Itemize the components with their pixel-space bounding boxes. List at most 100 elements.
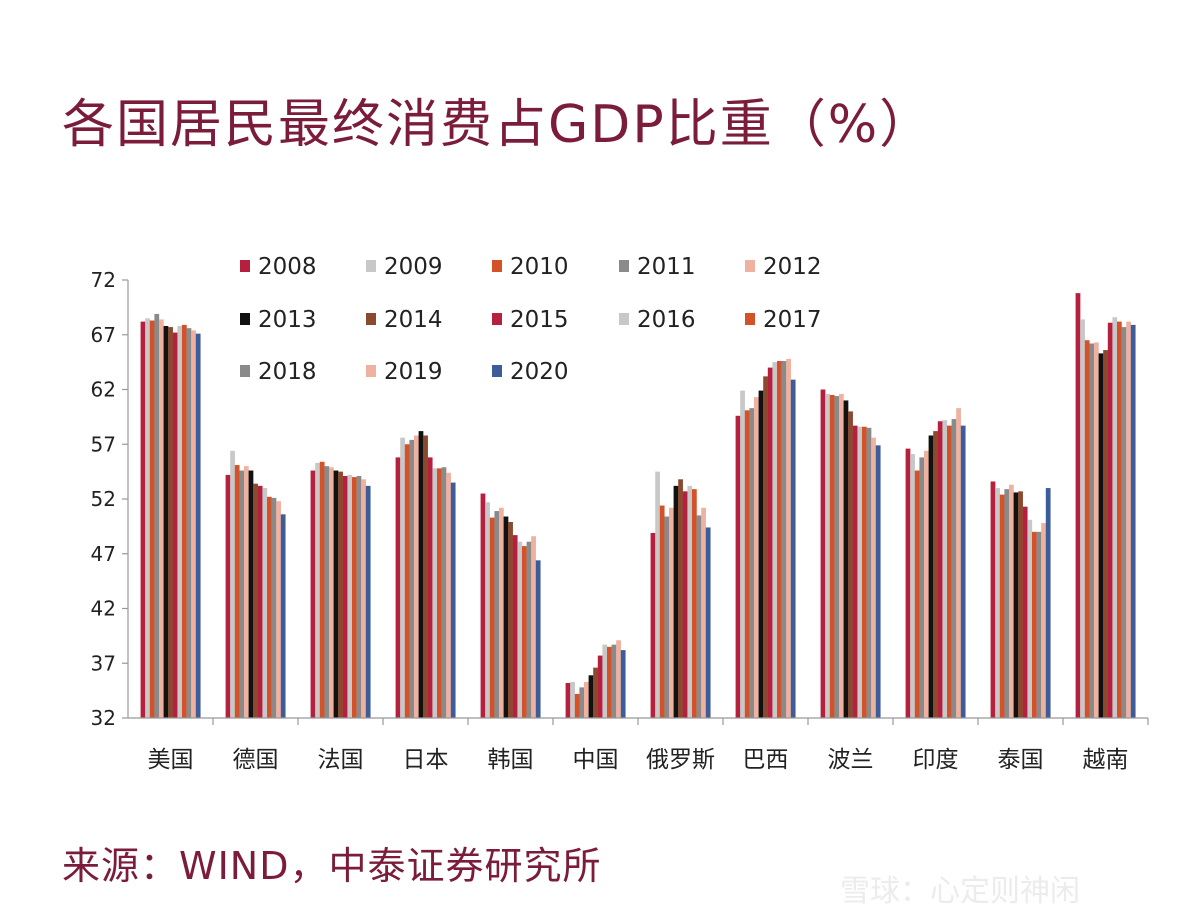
bar (423, 435, 428, 718)
bar (154, 313, 160, 718)
y-tick-label: 57 (91, 432, 116, 456)
bar (365, 485, 371, 718)
bar (248, 470, 254, 718)
bar (829, 394, 835, 718)
bar (324, 466, 330, 718)
bar (866, 427, 872, 718)
bar (1126, 321, 1131, 718)
bar (781, 361, 787, 718)
bar (395, 457, 401, 718)
y-tick-label: 37 (91, 651, 116, 675)
bar (140, 321, 146, 718)
y-tick-label: 52 (91, 487, 116, 511)
bar (705, 527, 711, 718)
bar (834, 396, 840, 718)
bar (310, 470, 316, 718)
bar (910, 454, 915, 718)
legend-label: 2018 (258, 359, 317, 385)
bar (494, 511, 500, 718)
bar (843, 400, 849, 718)
bar (427, 457, 433, 718)
bar (404, 444, 410, 718)
bar (1009, 484, 1014, 718)
bar (276, 501, 281, 718)
category-label: 法国 (318, 747, 364, 773)
bar (924, 450, 929, 718)
bar (535, 560, 541, 718)
bar (526, 541, 532, 718)
bar (522, 546, 527, 718)
bar (767, 367, 773, 718)
bar (356, 476, 362, 718)
bar (191, 330, 196, 718)
bar (512, 535, 518, 718)
legend-label: 2015 (510, 307, 569, 333)
bar (790, 379, 796, 718)
bar (1107, 322, 1113, 718)
legend-swatch (745, 260, 755, 272)
bar (947, 425, 952, 718)
bar (262, 488, 268, 718)
bar (531, 536, 536, 718)
bar (758, 390, 764, 718)
bar (239, 470, 245, 718)
bar (253, 483, 258, 718)
bar (1041, 523, 1046, 718)
legend-swatch (366, 313, 376, 325)
bar (446, 472, 451, 718)
bar (1080, 319, 1085, 718)
bar (754, 397, 759, 718)
legend-label: 2008 (258, 254, 317, 280)
bar (1036, 531, 1042, 718)
bar (1084, 340, 1090, 718)
bar (1103, 350, 1108, 718)
category-label: 俄罗斯 (646, 747, 715, 773)
legend-label: 2017 (763, 307, 822, 333)
bar (1027, 519, 1033, 718)
bar (696, 515, 702, 718)
y-tick-label: 32 (91, 706, 116, 730)
bar (570, 681, 575, 718)
bar (574, 693, 580, 718)
bar (195, 333, 201, 718)
bar (267, 496, 272, 718)
bar (664, 516, 670, 718)
category-label: 日本 (403, 747, 449, 773)
bar (333, 470, 339, 718)
legend-swatch (619, 260, 629, 272)
category-label: 波兰 (828, 747, 874, 773)
bar (650, 532, 656, 718)
bar (342, 476, 348, 718)
bar (669, 507, 674, 718)
bar (1018, 491, 1023, 718)
y-axis: 72 67 62 57 52 47 42 37 32 (91, 268, 129, 730)
source-note: 来源：WIND，中泰证券研究所 (62, 844, 602, 888)
bar (480, 493, 486, 718)
bar (338, 471, 343, 719)
bar (1075, 293, 1081, 718)
bar (607, 646, 612, 718)
bar (565, 682, 571, 718)
bar (951, 419, 957, 718)
bar (990, 481, 996, 718)
bars-layer (140, 293, 1136, 719)
legend-label: 2019 (384, 359, 443, 385)
bar (257, 485, 263, 718)
category-label: 印度 (913, 747, 959, 773)
bar (744, 410, 750, 718)
bar (659, 505, 665, 718)
y-tick-label: 42 (91, 597, 116, 621)
bar (315, 462, 320, 718)
category-label: 越南 (1083, 747, 1129, 773)
y-tick-label: 47 (91, 542, 116, 566)
legend-label: 2011 (637, 254, 696, 280)
legend-swatch (492, 260, 502, 272)
bar (735, 415, 741, 718)
bar (280, 514, 286, 718)
bar (942, 420, 948, 718)
legend-swatch (240, 365, 250, 377)
bar (149, 320, 155, 718)
bar (875, 445, 881, 718)
bar (319, 461, 325, 718)
legend-swatch (619, 313, 629, 325)
